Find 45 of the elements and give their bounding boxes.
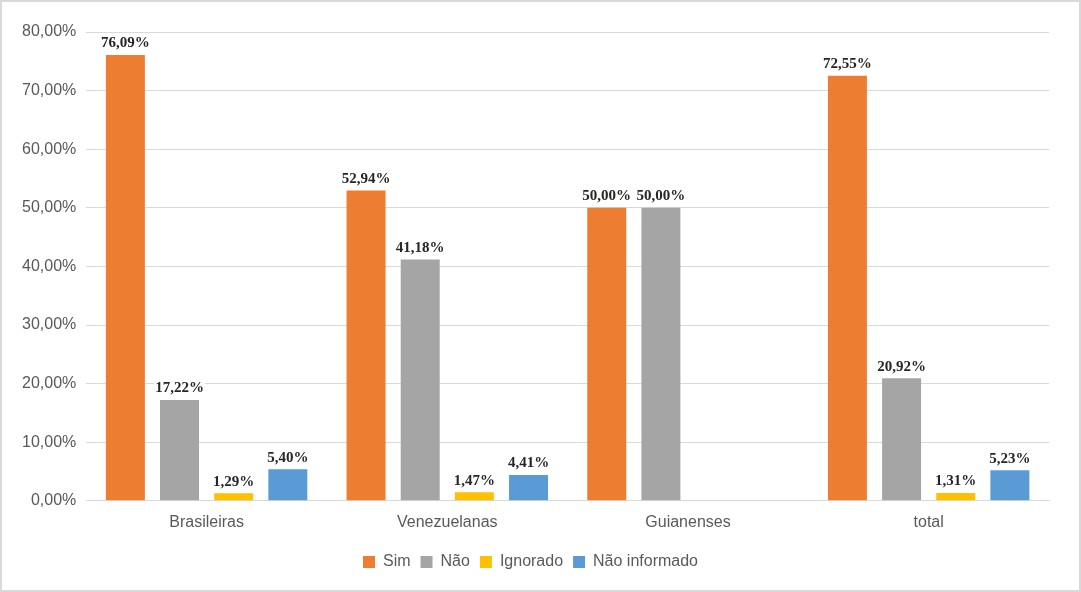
y-tick-label: 70,00% <box>22 81 77 99</box>
bar <box>990 470 1030 501</box>
legend-label: Sim <box>382 552 411 570</box>
data-label: 20,92% <box>877 357 926 374</box>
bar <box>105 54 145 501</box>
data-label: 72,55% <box>823 55 872 72</box>
data-label: 41,18% <box>395 238 445 255</box>
data-label: 52,94% <box>341 169 391 186</box>
bar <box>214 493 254 501</box>
x-tick-label: Brasileiras <box>169 512 244 530</box>
x-tick-label: total <box>913 512 944 530</box>
data-label: 17,22% <box>155 379 204 396</box>
data-label: 50,00% <box>582 187 632 204</box>
data-label: 1,31% <box>935 472 977 489</box>
data-label: 76,09% <box>101 34 150 51</box>
data-label: 5,40% <box>267 448 309 465</box>
bar <box>346 190 386 501</box>
bar <box>268 469 308 501</box>
x-tick-label: Venezuelanas <box>397 512 498 530</box>
bar <box>160 399 200 501</box>
legend-label: Ignorado <box>499 552 564 570</box>
legend-label: Não <box>440 552 470 570</box>
y-tick-label: 60,00% <box>22 139 77 157</box>
bar <box>587 207 627 501</box>
y-tick-label: 0,00% <box>30 491 77 509</box>
data-label: 5,23% <box>989 449 1031 466</box>
bar <box>936 493 976 501</box>
y-tick-label: 30,00% <box>22 315 77 333</box>
data-label: 50,00% <box>636 187 686 204</box>
bar <box>509 474 549 501</box>
bar <box>641 207 681 501</box>
bar <box>400 259 440 501</box>
y-tick-label: 40,00% <box>22 256 77 274</box>
x-tick-label: Guianenses <box>645 512 731 530</box>
data-label: 1,47% <box>453 471 495 488</box>
bar <box>827 75 867 501</box>
y-tick-label: 50,00% <box>22 198 77 216</box>
data-label: 4,41% <box>507 454 550 471</box>
y-tick-label: 80,00% <box>22 22 77 40</box>
data-label: 1,29% <box>213 472 255 489</box>
y-tick-label: 20,00% <box>22 374 77 392</box>
bar <box>454 492 494 501</box>
y-tick-label: 10,00% <box>22 432 77 450</box>
legend-label: Não informado <box>593 552 699 570</box>
bar <box>882 378 922 501</box>
